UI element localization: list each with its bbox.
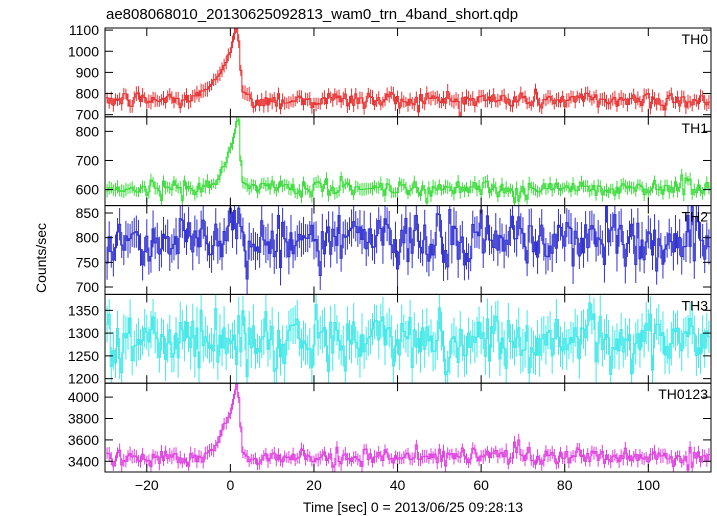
series-th3 [106, 294, 710, 384]
panel-label: TH2 [682, 209, 709, 225]
panel-th1: 600 700 800 TH1 [76, 116, 712, 207]
y-tick-label: 1300 [68, 325, 99, 341]
y-tick-label: 3800 [68, 411, 99, 427]
y-tick-label: 3400 [68, 453, 99, 469]
x-tick-label: 60 [473, 477, 489, 493]
series-line [106, 119, 710, 204]
y-tick-label: 800 [76, 230, 100, 246]
series-th1 [106, 116, 710, 206]
y-tick-label: 900 [76, 64, 100, 80]
y-tick-label: 700 [76, 107, 100, 123]
chart-title: ae808068010_20130625092813_wam0_trn_4ban… [106, 6, 518, 23]
panel-frame [104, 382, 712, 473]
y-tick-label: 1100 [69, 22, 99, 38]
panel-th2: 700 750 800 850 TH2 [76, 205, 712, 295]
x-tick-label: 100 [637, 477, 661, 493]
y-tick-label: 700 [76, 279, 100, 295]
y-tick-label: 1200 [68, 371, 99, 387]
series-line [106, 302, 710, 378]
series-th2 [106, 205, 710, 295]
y-tick-label: 800 [76, 86, 100, 102]
panel-th0: 700 800 900 1000 1100 TH0 [68, 22, 712, 123]
x-axis-label: Time [sec] 0 = 2013/06/25 09:28:13 [303, 499, 523, 515]
x-tick-label: 40 [390, 477, 406, 493]
y-tick-label: 1000 [68, 43, 99, 59]
y-tick-label: 1350 [68, 302, 99, 318]
panel-label: TH0123 [658, 386, 708, 402]
y-tick-label: 850 [76, 205, 100, 221]
panel-th0123: 3400 3600 3800 4000 TH0123 [68, 382, 712, 473]
x-tick-label: 80 [557, 477, 573, 493]
y-tick-label: 4000 [68, 389, 99, 405]
panel-th3: 1200 1250 1300 1350 TH3 [68, 293, 712, 387]
y-tick-label: 3600 [68, 432, 99, 448]
y-tick-label: 1250 [68, 348, 99, 364]
series-th0 [106, 28, 710, 117]
y-axis-label: Counts/sec [33, 223, 49, 293]
panel-label: TH3 [682, 297, 709, 313]
y-tick-label: 600 [76, 182, 100, 198]
series-th0123 [106, 383, 710, 473]
x-tick-label: −20 [135, 477, 159, 493]
series-line [106, 384, 710, 471]
panel-label: TH0 [682, 31, 709, 47]
x-tick-label: 0 [226, 477, 234, 493]
series-line [106, 28, 710, 117]
panel-label: TH1 [682, 120, 709, 136]
series-line [106, 205, 710, 280]
y-tick-label: 800 [76, 123, 100, 139]
x-tick-label: 20 [306, 477, 322, 493]
y-tick-label: 750 [76, 254, 100, 270]
y-tick-label: 700 [76, 152, 100, 168]
